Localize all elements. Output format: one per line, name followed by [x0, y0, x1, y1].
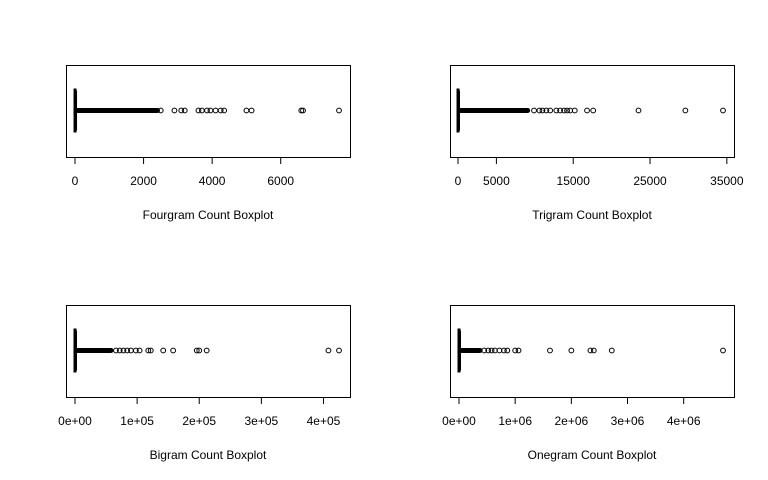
outlier-point [147, 347, 154, 354]
plot-frame [66, 65, 351, 158]
outlier-point [243, 107, 250, 114]
plot-frame [450, 305, 735, 398]
outlier-point [515, 347, 522, 354]
outlier-point [196, 347, 203, 354]
outlier-point [501, 347, 507, 354]
plot-frame [450, 65, 735, 158]
outlier-point [132, 347, 139, 354]
x-axis-label: Bigram Count Boxplot [150, 448, 267, 462]
outlier-point [204, 107, 210, 114]
outlier-point [488, 347, 495, 354]
boxplot-panel-4: 0e+00 1e+06 2e+06 3e+06 4e+06 Onegram Count B… [442, 305, 735, 462]
x-tick-label: 2e+06 [554, 414, 588, 428]
outlier-point [248, 107, 255, 114]
outlier-point [568, 347, 575, 354]
outlier-point [512, 347, 519, 354]
outlier-point [720, 347, 726, 354]
outlier-point [157, 107, 164, 114]
outlier-point [178, 107, 185, 114]
x-tick-label: 0e+00 [58, 414, 92, 428]
outlier-point [682, 107, 689, 114]
outlier-point [298, 107, 305, 114]
outlier-point [116, 347, 123, 354]
outlier-point [536, 107, 543, 114]
outlier-point [136, 347, 143, 354]
outlier-point [203, 347, 210, 354]
plot-frame [66, 305, 351, 398]
outlier-point [485, 347, 492, 354]
outlier-point [635, 107, 642, 114]
outlier-point [212, 107, 219, 114]
outlier-point [584, 107, 590, 114]
x-tick-label: 0e+00 [442, 414, 476, 428]
outlier-point [590, 347, 597, 354]
outlier-point [590, 107, 597, 114]
x-tick-label: 25000 [633, 174, 667, 188]
outlier-point [207, 107, 214, 114]
x-tick-label: 2e+05 [182, 414, 216, 428]
outlier-point [300, 107, 306, 114]
boxplot-panel-1: 0 2000 4000 6000 Fourgram Count Boxplot [66, 65, 351, 222]
x-tick-label: 1e+06 [498, 414, 532, 428]
outlier-point [547, 107, 554, 114]
x-axis-label: Fourgram Count Boxplot [143, 208, 274, 222]
outlier-point [181, 107, 188, 114]
outlier-point [608, 347, 615, 354]
outlier-point [160, 347, 167, 354]
dense-outlier-band [75, 108, 161, 113]
x-tick-label: 3e+05 [245, 414, 279, 428]
dense-outlier-band [75, 348, 114, 353]
outlier-point [217, 107, 224, 114]
outlier-point [325, 347, 332, 354]
x-tick-label: 35000 [710, 174, 744, 188]
outlier-point [547, 347, 553, 354]
x-tick-label: 4000 [199, 174, 226, 188]
outlier-point [543, 107, 550, 114]
x-tick-label: 4e+06 [667, 414, 701, 428]
outlier-point [567, 107, 574, 114]
dense-outlier-band [459, 348, 483, 353]
outlier-point [171, 107, 178, 114]
outlier-point [504, 347, 511, 354]
x-tick-label: 0 [455, 174, 462, 188]
x-tick-label: 6000 [267, 174, 294, 188]
outlier-point [336, 347, 342, 354]
outlier-point [221, 107, 228, 114]
outlier-point [120, 347, 127, 354]
x-tick-label: 2000 [130, 174, 157, 188]
outlier-point [587, 347, 594, 354]
outlier-point [571, 107, 578, 114]
x-tick-label: 5000 [483, 174, 510, 188]
outlier-point [170, 347, 177, 354]
x-axis-label: Onegram Count Boxplot [528, 448, 657, 462]
outlier-point [195, 107, 202, 114]
outlier-point [124, 347, 131, 354]
outlier-point [539, 107, 546, 114]
outlier-point [531, 107, 537, 114]
x-tick-label: 4e+05 [307, 414, 341, 428]
outlier-point [720, 107, 726, 114]
outlier-point [561, 107, 567, 114]
outlier-point [557, 107, 564, 114]
outlier-point [553, 107, 560, 114]
x-tick-label: 0 [72, 174, 79, 188]
outlier-point [481, 347, 488, 354]
dense-outlier-band [458, 108, 531, 113]
outlier-point [113, 347, 119, 354]
boxplot-panel-3: 0e+00 1e+05 2e+05 3e+05 4e+05 Bigram Count Bo… [58, 305, 351, 462]
boxplot-panel-2: 0 5000 15000 25000 35000 Trigram Count Boxplo… [450, 65, 744, 222]
outlier-point [564, 107, 570, 114]
x-tick-label: 15000 [557, 174, 591, 188]
outlier-point [198, 107, 205, 114]
x-axis-label: Trigram Count Boxplot [532, 208, 652, 222]
outlier-point [145, 347, 152, 354]
outlier-point [336, 107, 342, 114]
outlier-point [193, 347, 200, 354]
x-tick-label: 3e+06 [611, 414, 645, 428]
x-tick-label: 1e+05 [120, 414, 154, 428]
